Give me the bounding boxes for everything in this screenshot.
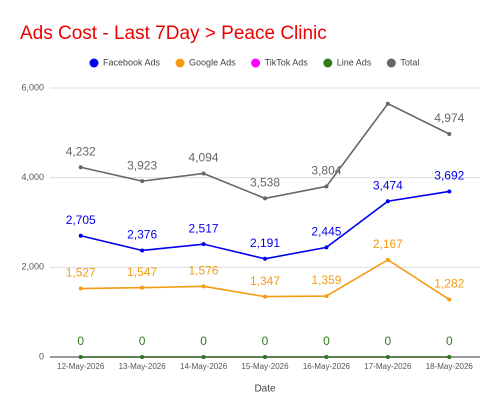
x-tick-label: 14-May-2026 [180,362,228,371]
data-label: 0 [139,334,146,348]
point [140,248,145,253]
point [324,245,329,250]
data-label: 2,191 [250,236,280,250]
data-label: 1,347 [250,274,280,288]
point [201,284,206,289]
legend-marker [89,58,99,68]
y-tick-label: 6,000 [21,82,44,92]
legend-marker [323,58,333,68]
data-label: 3,692 [434,169,464,183]
x-tick-label: 18-May-2026 [426,362,474,371]
point [263,256,267,261]
point [447,297,452,302]
point [140,285,145,290]
legend-label: Google Ads [189,57,236,67]
x-axis-title: Date [254,384,276,395]
data-label: 2,376 [127,228,157,242]
data-label: 0 [262,334,269,348]
point [78,286,83,291]
data-label: 4,974 [434,111,464,125]
data-label: 1,359 [311,273,341,287]
data-label: 1,282 [434,277,464,291]
point [263,196,267,201]
data-label: 1,547 [127,265,157,279]
data-label: 3,804 [311,164,341,178]
point [447,189,452,194]
y-tick-label: 2,000 [21,262,44,272]
point [385,257,390,262]
legend-label: Line Ads [337,57,372,67]
x-tick-label: 15-May-2026 [241,362,289,371]
x-tick-label: 12-May-2026 [57,362,105,371]
legend-label: TikTok Ads [265,57,309,67]
data-label: 3,474 [373,178,403,192]
point [385,199,390,204]
point [201,355,206,359]
point [201,242,206,247]
data-label: 3,923 [127,158,157,172]
data-label: 1,576 [189,264,219,278]
x-tick-label: 16-May-2026 [303,362,351,371]
point [324,184,329,189]
data-label: 0 [385,334,392,348]
point [385,355,390,359]
point [201,171,206,176]
data-label: 0 [323,334,330,348]
data-label: 4,094 [189,151,219,165]
data-label: 0 [200,334,207,348]
data-label: 0 [446,334,453,348]
data-label: 2,517 [189,221,219,235]
x-tick-label: 17-May-2026 [364,362,412,371]
y-tick-label: 0 [39,351,44,361]
legend-label: Facebook Ads [103,57,161,67]
point [78,165,83,170]
point [263,294,267,299]
point [140,355,145,359]
point [385,101,390,106]
point [78,233,83,238]
x-tick-label: 13-May-2026 [119,362,167,371]
point [447,355,452,359]
data-label: 4,232 [66,144,96,158]
point [263,355,267,359]
data-label: 0 [77,334,84,348]
legend-label: Total [400,57,419,67]
legend-marker [251,58,261,68]
point [78,355,83,359]
legend-marker [175,58,185,68]
data-label: 3,538 [250,176,280,190]
data-label: 2,167 [373,237,403,251]
point [324,294,329,299]
chart-title: Ads Cost - Last 7Day > Peace Clinic [20,23,327,44]
data-label: 2,705 [66,213,96,227]
point [140,179,145,184]
point [324,355,329,359]
y-tick-label: 4,000 [21,172,44,182]
data-label: 2,445 [311,225,341,239]
data-label: 1,527 [66,266,96,280]
point [447,131,452,136]
legend-marker [386,58,396,68]
